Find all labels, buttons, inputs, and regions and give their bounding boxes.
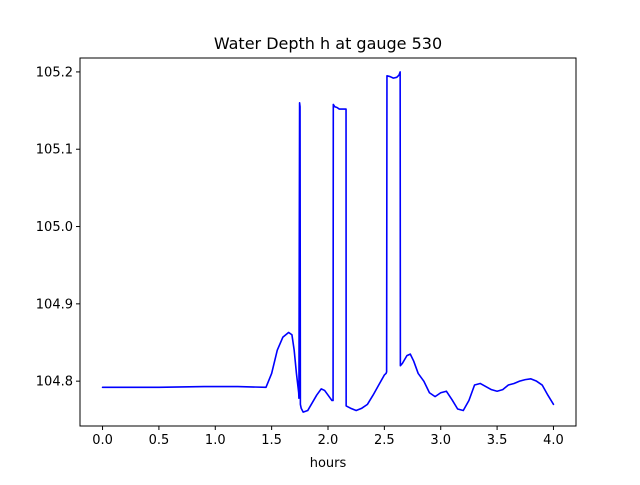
y-tick-label: 105.1 xyxy=(36,143,73,158)
x-tick-label: 1.0 xyxy=(205,433,226,448)
x-tick-label: 4.0 xyxy=(543,433,564,448)
plot-area-frame xyxy=(79,57,577,427)
series-layer xyxy=(101,71,555,413)
y-tick-label: 105.2 xyxy=(36,65,73,80)
y-tick-label: 104.8 xyxy=(36,375,73,390)
y-tick-label: 105.0 xyxy=(36,220,73,235)
chart-title: Water Depth h at gauge 530 xyxy=(214,34,442,53)
x-tick-label: 0.5 xyxy=(149,433,170,448)
x-tick-label: 2.0 xyxy=(318,433,339,448)
y-tick-label: 104.9 xyxy=(36,297,73,312)
x-axis-label: hours xyxy=(310,456,347,471)
x-tick-label: 1.5 xyxy=(261,433,282,448)
x-axis-ticks: 0.0 0.5 1.0 1.5 2.0 2.5 3.0 3.5 4.0 xyxy=(92,426,564,448)
y-axis-ticks: 104.8 104.9 105.0 105.1 105.2 xyxy=(36,65,80,390)
x-tick-label: 3.0 xyxy=(430,433,451,448)
x-tick-label: 3.5 xyxy=(487,433,508,448)
x-tick-label: 0.0 xyxy=(92,433,113,448)
x-tick-label: 2.5 xyxy=(374,433,395,448)
series-line xyxy=(101,71,555,413)
